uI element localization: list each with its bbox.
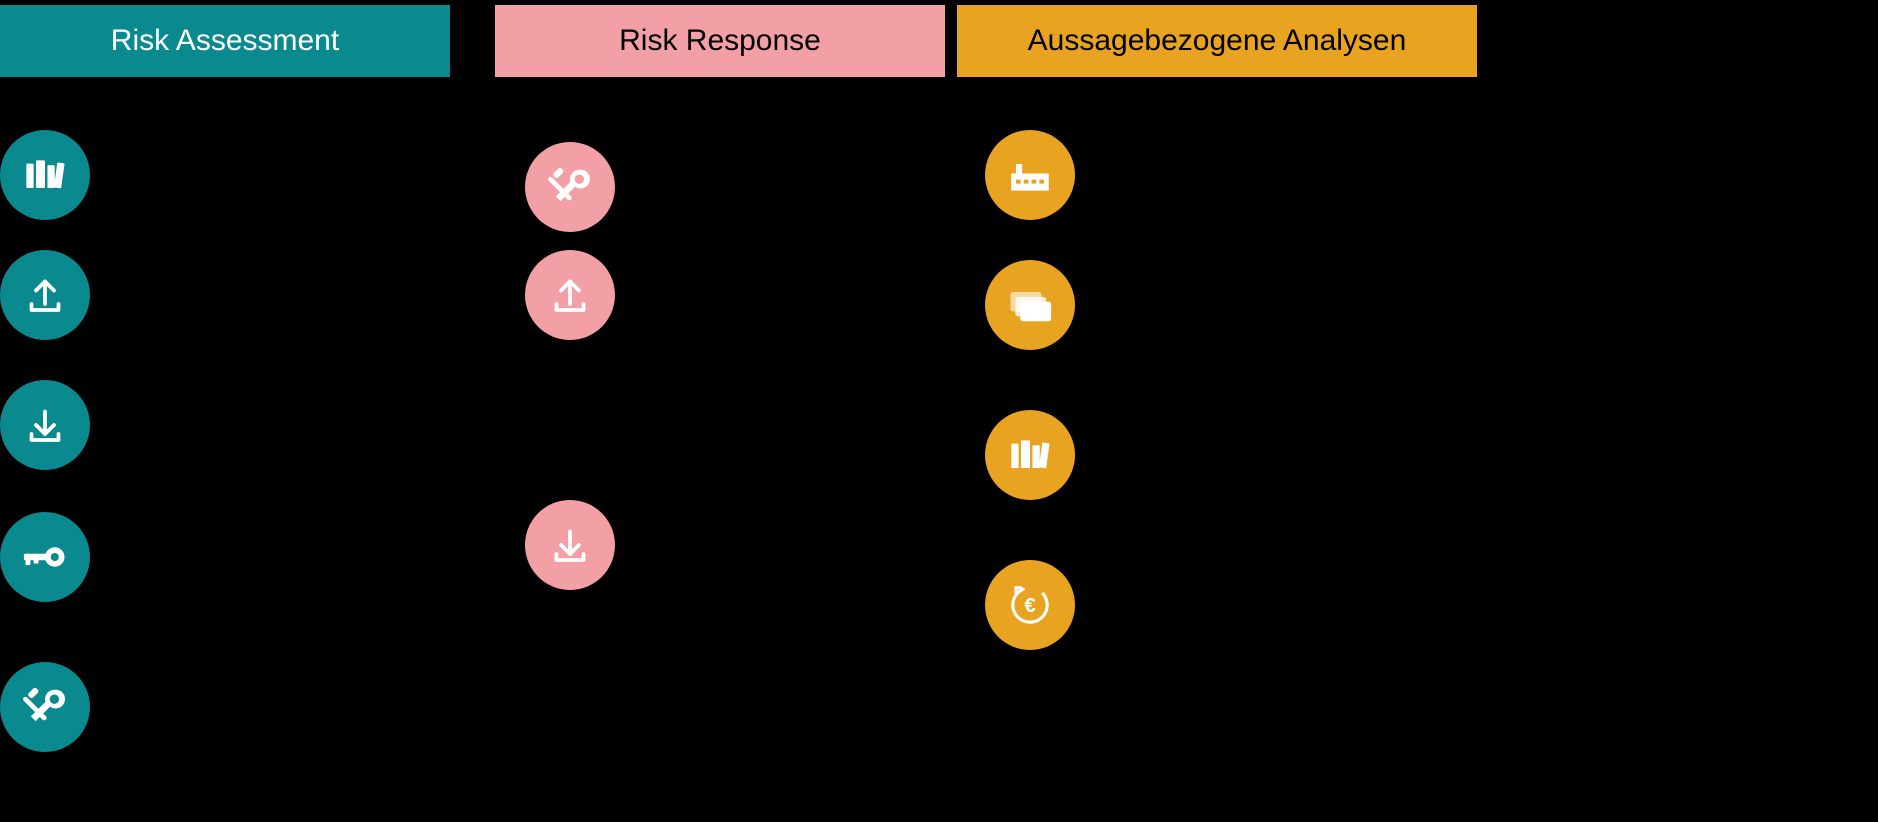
svg-text:€: €: [1024, 595, 1035, 617]
download-icon: [525, 500, 615, 590]
item-label: SAP Download Reports (für idw Global): [118, 387, 470, 463]
books-icon: [985, 410, 1075, 500]
item-risk-assessment-4: Automatisierte Analyse der Konfiguration…: [0, 650, 470, 763]
item-label: Rechnungslegung: [1103, 436, 1505, 474]
item-risk-response-1: Uploadfunktionen für Finanzdaten: [525, 250, 965, 340]
key-icon: [0, 512, 90, 602]
item-label: Uploadfunktionen für Finanzdaten: [643, 257, 965, 333]
cards-icon: [985, 260, 1075, 350]
item-label: Zahlungsverkehr: [1103, 286, 1505, 324]
diagram-canvas: Risk Assessment Journal Entry Testing Uplo…: [0, 0, 1878, 822]
books-icon: [0, 130, 90, 220]
item-risk-response-0: Automatisierte Analyse von ITGC in SAP E…: [525, 130, 965, 243]
tools-icon: [0, 662, 90, 752]
tools-icon: [525, 142, 615, 232]
upload-icon: [525, 250, 615, 340]
item-label: Uploadfunktionen für Finanzdaten: [118, 257, 470, 333]
item-risk-assessment-3: Automatisierte Analyse der Berechtigunge…: [0, 500, 470, 613]
item-label: Automatisierte Analyse von ITGC in SAP E…: [643, 130, 965, 243]
item-analysen-0: Sachanlagen: [985, 130, 1505, 220]
column-header-analysen: Aussagebezogene Analysen: [957, 5, 1477, 77]
upload-icon: [0, 250, 90, 340]
item-label: Automatisierte Analyse der Konfiguration…: [118, 650, 470, 763]
download-icon: [0, 380, 90, 470]
item-label: SAP Download Reports (für idwGlobal): [643, 507, 965, 583]
column-header-risk-assessment: Risk Assessment: [0, 5, 450, 77]
item-analysen-3: € Umsatz: [985, 560, 1505, 650]
item-analysen-2: Rechnungslegung: [985, 410, 1505, 500]
item-risk-assessment-1: Uploadfunktionen für Finanzdaten: [0, 250, 470, 340]
item-label: Automatisierte Analyse der Berechtigunge…: [118, 500, 470, 613]
item-label: Sachanlagen: [1103, 156, 1505, 194]
item-label: Umsatz: [1103, 586, 1505, 624]
item-risk-response-2: SAP Download Reports (für idwGlobal): [525, 500, 965, 590]
column-header-risk-response: Risk Response: [495, 5, 945, 77]
item-analysen-1: Zahlungsverkehr: [985, 260, 1505, 350]
item-label: Journal Entry Testing: [118, 156, 470, 194]
euro-icon: €: [985, 560, 1075, 650]
factory-icon: [985, 130, 1075, 220]
item-risk-assessment-0: Journal Entry Testing: [0, 130, 470, 220]
item-risk-assessment-2: SAP Download Reports (für idw Global): [0, 380, 470, 470]
